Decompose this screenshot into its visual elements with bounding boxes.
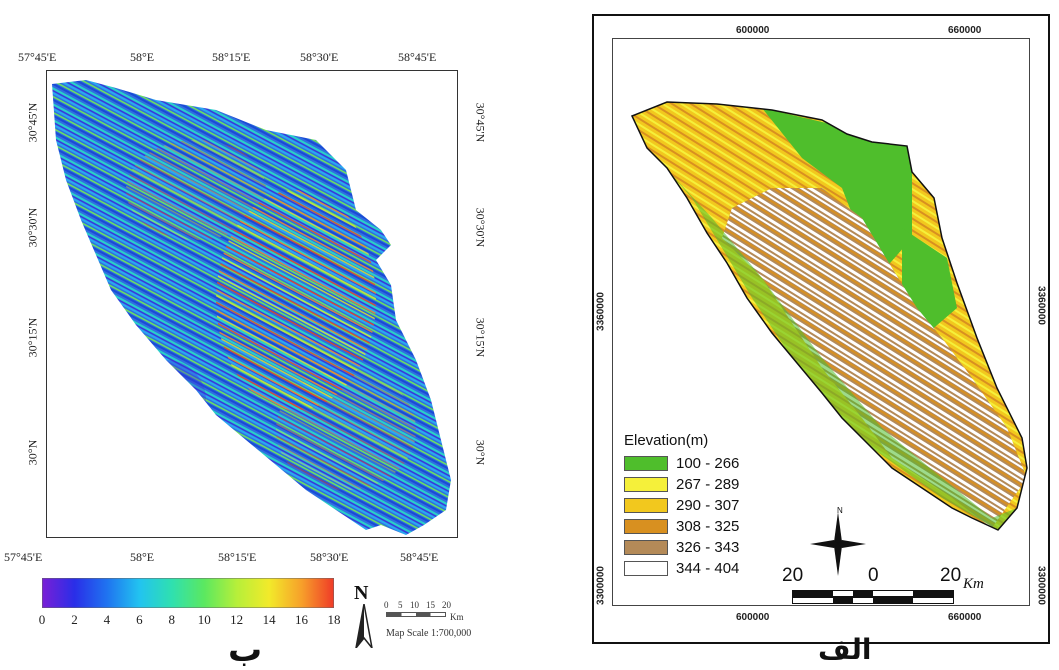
right-bottom-tick: 660000 bbox=[948, 612, 982, 623]
legend-label: 326 - 343 bbox=[676, 538, 740, 556]
scale-unit: Km bbox=[450, 612, 464, 622]
right-map-panel: 600000 660000 600000 660000 3360000 3300… bbox=[520, 0, 1059, 670]
left-right-tick: 30°N bbox=[473, 439, 488, 466]
left-top-tick: 58°E bbox=[130, 50, 155, 64]
compass-rose-icon bbox=[810, 512, 866, 576]
elevation-legend: Elevation(m) 100 - 266 267 - 289 290 - 307… bbox=[624, 432, 784, 592]
left-top-tick: 57°45'E bbox=[18, 50, 57, 64]
legend-title: Elevation(m) bbox=[624, 432, 709, 449]
right-left-tick: 3360000 bbox=[595, 292, 607, 331]
legend-swatch bbox=[624, 560, 668, 576]
left-top-tick: 58°15'E bbox=[212, 50, 251, 64]
legend-item: 100 - 266 bbox=[624, 454, 739, 472]
colorbar-gradient bbox=[41, 577, 335, 609]
right-bottom-tick: 600000 bbox=[736, 612, 770, 623]
legend-swatch bbox=[624, 539, 668, 555]
compass-n-label: N bbox=[837, 506, 843, 515]
right-top-tick: 660000 bbox=[948, 25, 982, 36]
left-north-arrow-icon bbox=[355, 604, 373, 648]
left-bottom-tick: 58°15'E bbox=[218, 550, 257, 564]
colorbar-tick-label: 12 bbox=[230, 612, 244, 627]
right-scalebar bbox=[792, 590, 954, 604]
legend-item: 308 - 325 bbox=[624, 517, 739, 535]
left-map-panel: 57°45'E 58°E 58°15'E 58°30'E 58°45'E 30°… bbox=[0, 0, 520, 670]
right-map-frame bbox=[592, 14, 1050, 644]
right-elevation-raster bbox=[630, 101, 1028, 531]
left-left-tick: 30°N bbox=[25, 439, 40, 466]
legend-label: 290 - 307 bbox=[676, 496, 740, 514]
slope-colorbar bbox=[41, 577, 335, 609]
colorbar-tick-label: 6 bbox=[136, 612, 143, 627]
map-scale-text: Map Scale 1:700,000 bbox=[386, 628, 472, 639]
legend-label: 267 - 289 bbox=[676, 475, 740, 493]
scale-label: 20 bbox=[782, 565, 804, 586]
left-slope-raster bbox=[52, 80, 451, 535]
left-right-tick: 30°45'N bbox=[473, 102, 488, 143]
colorbar-tick-label: 14 bbox=[262, 612, 276, 627]
legend-swatch bbox=[624, 455, 668, 471]
legend-item: 326 - 343 bbox=[624, 538, 739, 556]
colorbar-tick-label: 18 bbox=[327, 612, 341, 627]
legend-label: 344 - 404 bbox=[676, 559, 740, 577]
right-left-tick: 3300000 bbox=[595, 566, 607, 605]
right-top-tick: 600000 bbox=[736, 25, 770, 36]
scale-tick: 10 bbox=[410, 600, 419, 610]
left-scalebar: 0 5 10 15 20 Km bbox=[384, 600, 514, 640]
left-right-tick: 30°30'N bbox=[473, 207, 488, 248]
colorbar-tick-label: 16 bbox=[295, 612, 309, 627]
legend-swatch bbox=[624, 497, 668, 513]
legend-items: 100 - 266 267 - 289 290 - 307 308 - 325 326 … bbox=[624, 454, 784, 584]
right-panel-label: الف bbox=[818, 633, 872, 666]
left-left-tick: 30°15'N bbox=[25, 317, 40, 358]
scale-tick: 20 bbox=[442, 600, 451, 610]
colorbar-tick-label: 0 bbox=[38, 612, 46, 627]
scalebar-graphic bbox=[386, 612, 446, 617]
left-top-tick: 58°45'E bbox=[398, 50, 437, 64]
left-left-tick: 30°30'N bbox=[25, 207, 40, 248]
left-bottom-tick: 58°45'E bbox=[400, 550, 439, 564]
left-bottom-tick: 58°E bbox=[130, 550, 155, 564]
legend-item: 344 - 404 bbox=[624, 559, 739, 577]
scale-tick: 0 bbox=[384, 600, 389, 610]
right-right-tick: 3300000 bbox=[1035, 566, 1047, 605]
left-left-tick: 30°45'N bbox=[25, 102, 40, 143]
legend-item: 267 - 289 bbox=[624, 475, 739, 493]
scale-tick: 15 bbox=[426, 600, 435, 610]
legend-label: 308 - 325 bbox=[676, 517, 740, 535]
colorbar-ticks: 0 2 4 6 8 10 12 14 16 18 bbox=[38, 612, 341, 630]
colorbar-rect bbox=[41, 577, 335, 609]
left-top-tick: 58°30'E bbox=[300, 50, 339, 64]
left-bottom-tick: 58°30'E bbox=[310, 550, 349, 564]
legend-item: 290 - 307 bbox=[624, 496, 739, 514]
right-right-tick: 3360000 bbox=[1035, 286, 1047, 325]
legend-swatch bbox=[624, 518, 668, 534]
legend-label: 100 - 266 bbox=[676, 454, 740, 472]
legend-swatch bbox=[624, 476, 668, 492]
right-map-inner-frame bbox=[612, 38, 1030, 606]
colorbar-tick-label: 10 bbox=[197, 612, 211, 627]
left-bottom-tick: 57°45'E bbox=[4, 550, 43, 564]
left-right-tick: 30°15'N bbox=[473, 317, 488, 358]
scale-unit: Km bbox=[963, 576, 984, 592]
colorbar-tick-label: 8 bbox=[168, 612, 176, 627]
scale-label: 20 bbox=[940, 565, 962, 586]
colorbar-tick-label: 2 bbox=[71, 612, 78, 627]
colorbar-tick-label: 4 bbox=[103, 612, 111, 627]
left-north-label: N bbox=[354, 582, 369, 604]
left-panel-label: ب bbox=[228, 630, 263, 670]
scale-tick: 5 bbox=[398, 600, 403, 610]
scale-label: 0 bbox=[868, 565, 879, 586]
